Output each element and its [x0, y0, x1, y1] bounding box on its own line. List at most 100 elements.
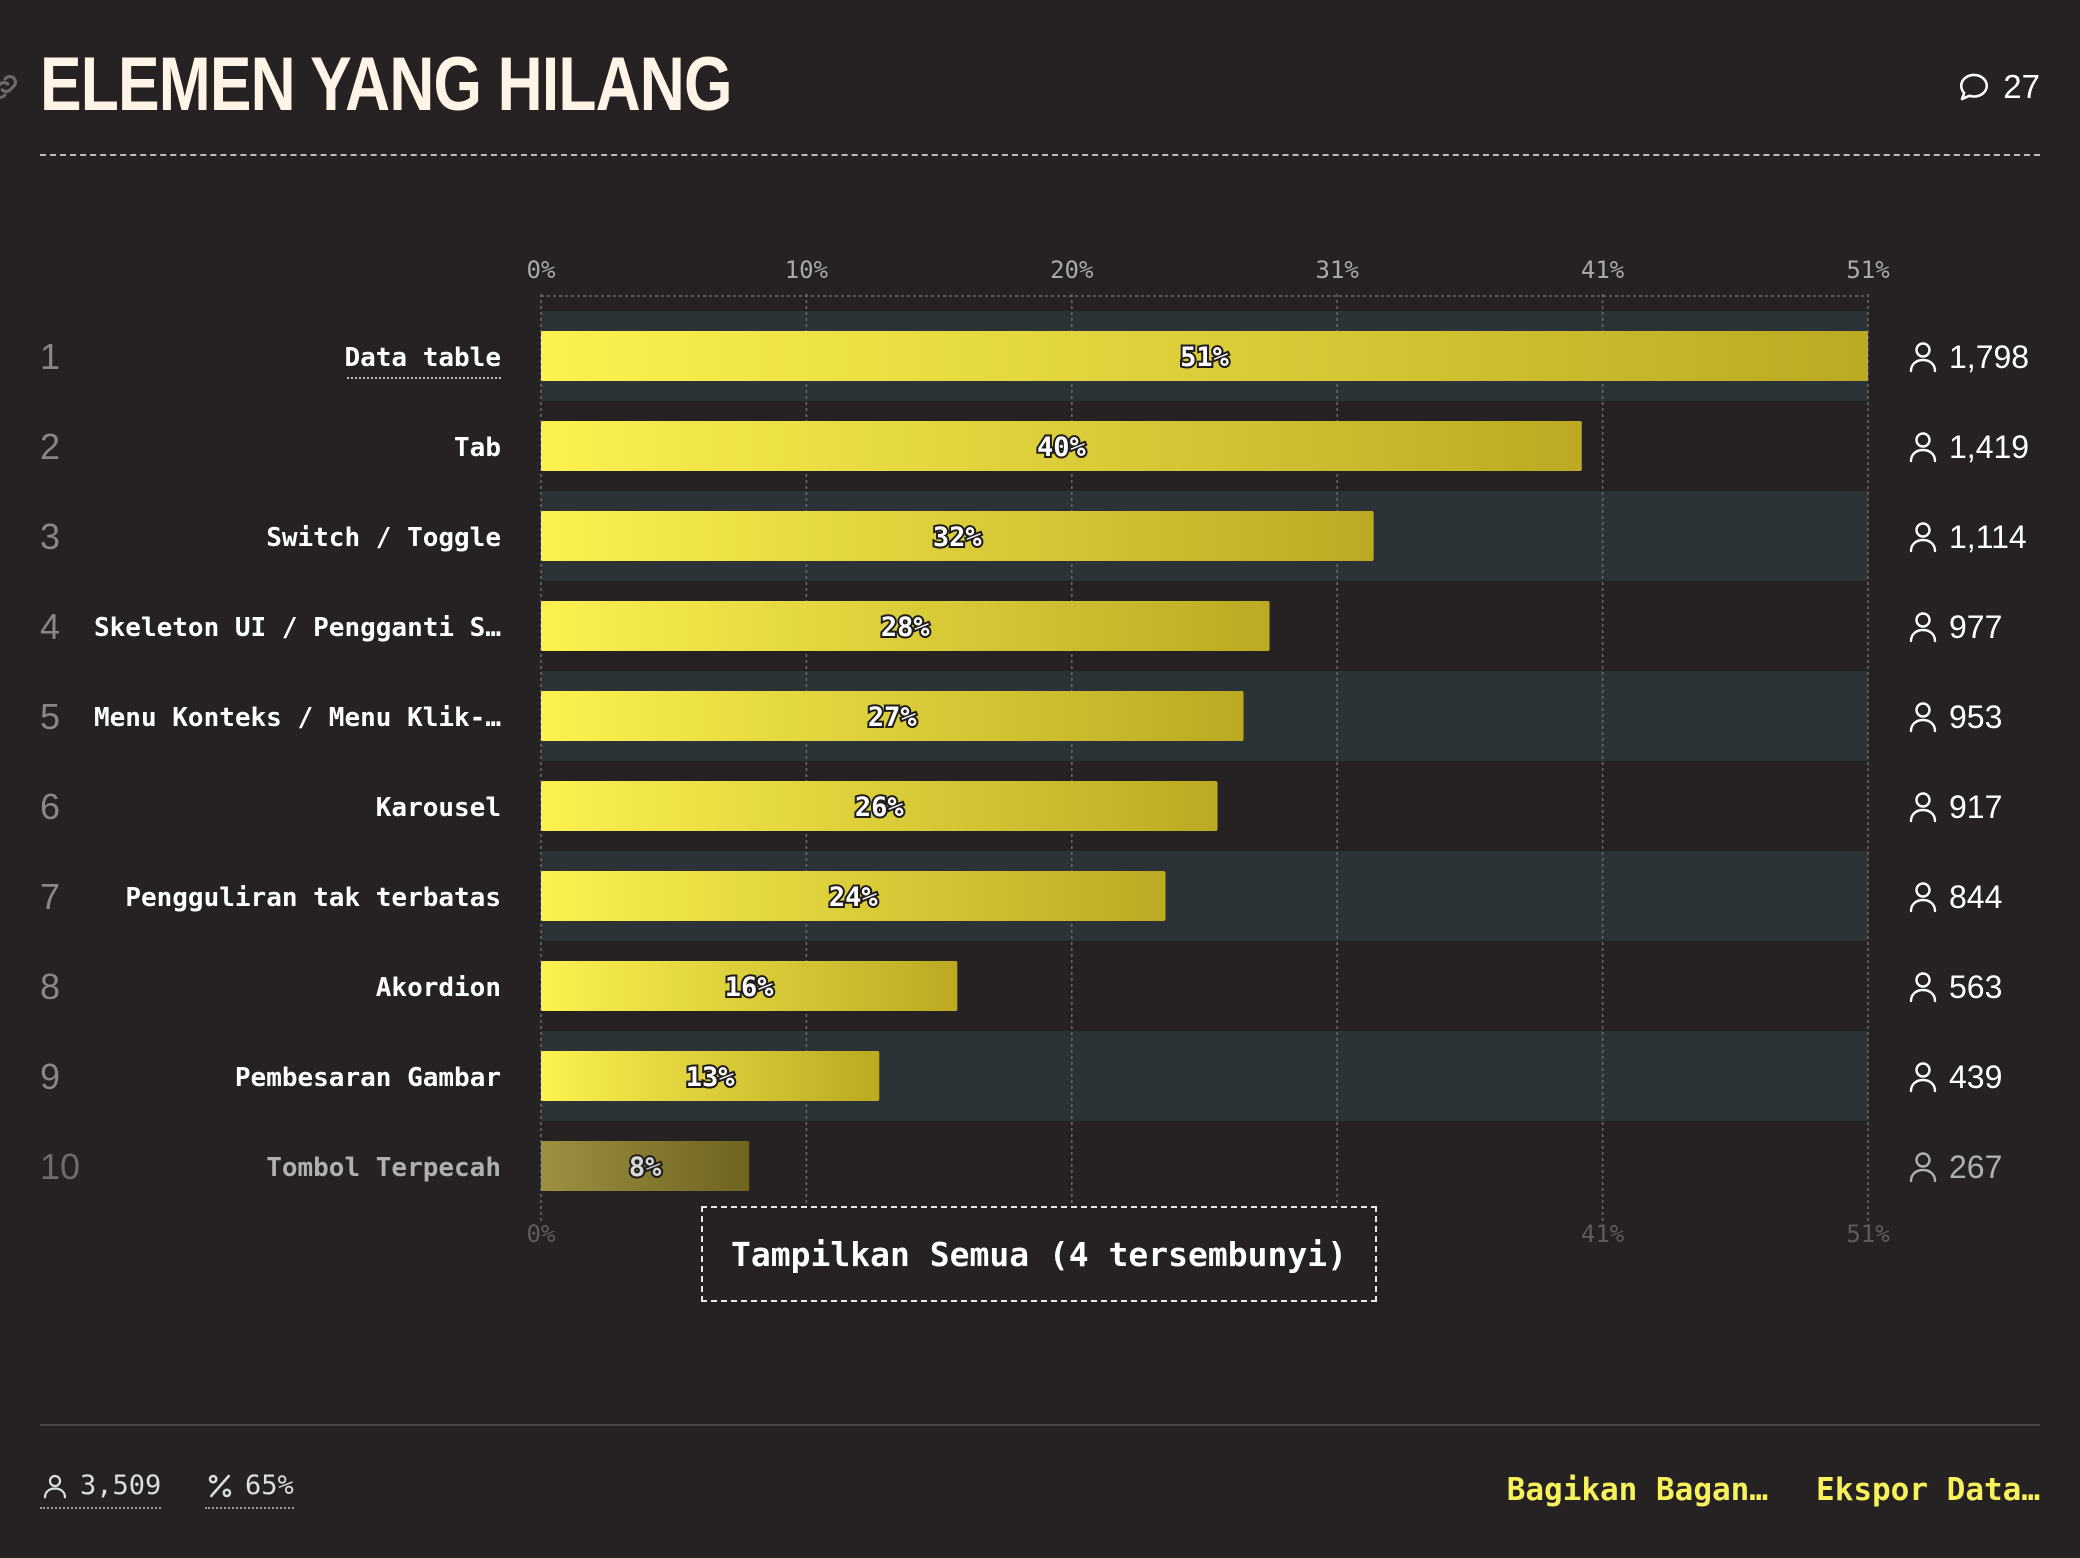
bar: [541, 691, 1244, 741]
person-icon-body: [1909, 1078, 1937, 1093]
rank-number: 2: [40, 426, 60, 467]
rank-number: 3: [40, 516, 60, 557]
person-icon-head: [1915, 1062, 1931, 1078]
person-icon-body: [1909, 988, 1937, 1003]
respondent-count: 563: [1949, 969, 2002, 1005]
bar-value-label: 16%: [725, 972, 775, 1003]
x-tick-label: 10%: [785, 256, 829, 284]
x-tick-label: 51%: [1846, 256, 1890, 284]
category-label: Tab: [454, 433, 501, 463]
respondent-count: 1,798: [1949, 339, 2029, 375]
export-data-link[interactable]: Ekspor Data…: [1816, 1472, 2040, 1508]
person-icon-head: [1915, 702, 1931, 718]
person-icon-body: [1909, 808, 1937, 823]
percent-value: 65%: [245, 1470, 294, 1501]
comments-button[interactable]: 27: [1957, 68, 2040, 106]
person-icon-head: [1915, 882, 1931, 898]
person-icon-head: [1915, 612, 1931, 628]
person-icon-body: [1909, 718, 1937, 733]
respondent-count: 1,419: [1949, 429, 2029, 465]
x-tick-label: 20%: [1050, 256, 1094, 284]
x-tick-label: 0%: [527, 256, 556, 284]
share-chart-link[interactable]: Bagikan Bagan…: [1506, 1472, 1768, 1508]
person-icon: [1909, 1062, 1937, 1093]
person-icon: [1909, 1152, 1937, 1183]
person-icon: [1909, 702, 1937, 733]
person-icon-head: [1915, 342, 1931, 358]
rank-number: 4: [40, 606, 60, 647]
category-label: Data table: [344, 343, 501, 373]
bar-value-label: 13%: [686, 1062, 736, 1093]
category-label: Tombol Terpecah: [266, 1153, 501, 1183]
bar: [541, 871, 1166, 921]
respondent-count: 439: [1949, 1059, 2002, 1095]
bar: [541, 961, 958, 1011]
person-icon: [1909, 792, 1937, 823]
bar-value-label: 32%: [933, 522, 983, 553]
bar-value-label: 26%: [855, 792, 905, 823]
person-icon-body: [1909, 538, 1937, 553]
respondent-count: 267: [1949, 1149, 2002, 1185]
person-icon-body: [1909, 448, 1937, 463]
category-label: Skeleton UI / Pengganti S…: [94, 613, 501, 643]
respondent-count: 953: [1949, 699, 2002, 735]
respondent-count: 977: [1949, 609, 2002, 645]
rank-number: 8: [40, 966, 60, 1007]
bar-value-label: 8%: [629, 1152, 662, 1183]
bar: [541, 781, 1218, 831]
category-label: Switch / Toggle: [266, 523, 501, 553]
header-divider: [40, 154, 2040, 156]
category-label: Karousel: [376, 793, 501, 823]
show-all-button[interactable]: Tampilkan Semua (4 tersembunyi): [701, 1206, 1377, 1302]
person-icon: [1909, 972, 1937, 1003]
bar: [541, 1051, 880, 1101]
person-icon: [1909, 342, 1937, 373]
category-label: Menu Konteks / Menu Klik-…: [94, 703, 501, 733]
person-icon-body: [1909, 1168, 1937, 1183]
category-label: Pengguliran tak terbatas: [125, 883, 501, 913]
person-icon-head: [1915, 522, 1931, 538]
footer-divider: [40, 1424, 2040, 1426]
category-label: Pembesaran Gambar: [235, 1063, 501, 1093]
category-label: Akordion: [376, 973, 501, 1003]
rank-number: 1: [40, 336, 60, 377]
bar: [541, 601, 1270, 651]
bar: [541, 421, 1582, 471]
rank-number: 9: [40, 1056, 60, 1097]
link-icon[interactable]: [0, 70, 22, 104]
person-icon: [1909, 882, 1937, 913]
person-icon-head: [1915, 432, 1931, 448]
percent-icon: [208, 1474, 232, 1497]
x-tick-label-bottom: 41%: [1581, 1220, 1625, 1248]
respondents-stat[interactable]: 3,509: [40, 1470, 162, 1509]
bar-value-label: 40%: [1037, 432, 1087, 463]
respondent-count: 844: [1949, 879, 2002, 915]
x-tick-label-bottom: 51%: [1846, 1220, 1890, 1248]
person-icon: [1909, 612, 1937, 643]
respondent-count: 1,114: [1949, 519, 2027, 555]
rank-number: 6: [40, 786, 60, 827]
bar: [541, 511, 1374, 561]
person-icon-body: [1909, 628, 1937, 643]
person-icon-body: [1909, 898, 1937, 913]
bar-value-label: 28%: [881, 612, 931, 643]
person-icon-body: [1909, 358, 1937, 373]
bar-value-label: 51%: [1180, 342, 1230, 373]
bar-value-label: 24%: [829, 882, 879, 913]
person-icon-head: [1915, 792, 1931, 808]
x-tick-label: 41%: [1581, 256, 1625, 284]
bar: [541, 1141, 750, 1191]
bar: [541, 331, 1868, 381]
person-icon: [1909, 432, 1937, 463]
comment-icon: [1960, 73, 1989, 101]
rank-number: 5: [40, 696, 60, 737]
person-icon: [43, 1474, 67, 1498]
x-tick-label: 31%: [1316, 256, 1360, 284]
person-icon-head: [1915, 1152, 1931, 1168]
percent-stat[interactable]: 65%: [205, 1470, 294, 1509]
x-tick-label-bottom: 0%: [527, 1220, 556, 1248]
person-icon: [1909, 522, 1937, 553]
rank-number: 10: [40, 1146, 80, 1187]
comment-count: 27: [2003, 68, 2040, 105]
